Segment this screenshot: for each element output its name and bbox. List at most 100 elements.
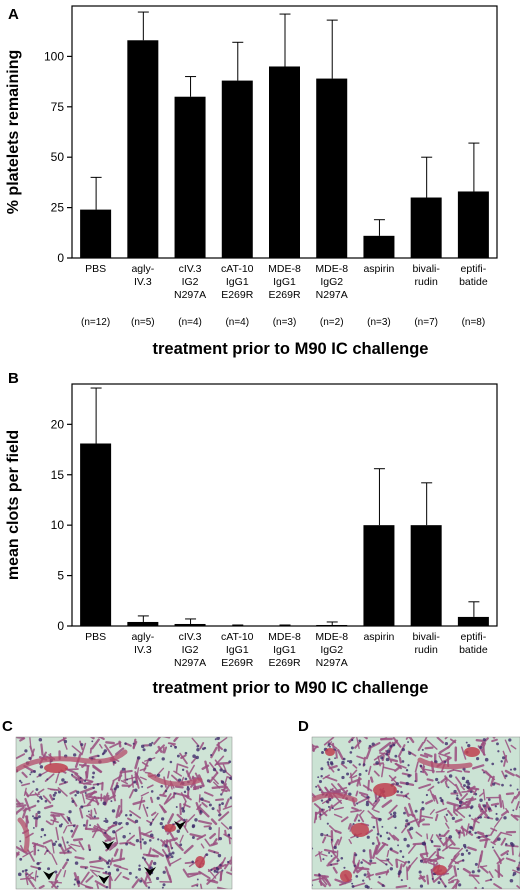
tissue-septum (99, 743, 103, 749)
cell-nucleus (35, 816, 39, 820)
tissue-septum (327, 764, 335, 773)
tissue-septum (158, 804, 167, 813)
tissue-septum (149, 796, 154, 804)
cell-nucleus (66, 858, 69, 862)
tissue-septum (501, 810, 509, 817)
cell-nucleus (444, 760, 447, 764)
cell-nucleus (386, 749, 391, 754)
cell-nucleus (151, 741, 154, 744)
cell-nucleus (140, 744, 145, 749)
cell-nucleus (55, 840, 58, 843)
cell-nucleus (404, 824, 407, 827)
cell-nucleus (107, 859, 111, 863)
tissue-septum (79, 807, 84, 819)
cell-nucleus (156, 773, 161, 778)
tissue-septum (104, 792, 109, 800)
cell-nucleus (327, 805, 330, 808)
tissue-septum (504, 769, 515, 777)
tissue-septum (462, 867, 472, 874)
cell-nucleus (458, 800, 463, 805)
tissue-septum (388, 804, 398, 814)
tissue-septum (375, 857, 388, 866)
cell-nucleus (104, 817, 107, 820)
tissue-septum (21, 771, 28, 778)
tissue-septum (132, 799, 146, 806)
cell-nucleus (143, 857, 147, 861)
tissue-septum (451, 880, 460, 889)
cell-nucleus (186, 787, 190, 791)
cell-nucleus (66, 841, 69, 844)
tissue-septum (323, 737, 335, 746)
cell-nucleus (348, 760, 353, 764)
tissue-septum (109, 844, 118, 851)
tissue-septum (191, 737, 200, 747)
cell-nucleus (37, 810, 41, 814)
bar (457, 616, 489, 626)
tissue-septum (362, 784, 373, 792)
tissue-septum (16, 802, 24, 806)
category-label: aspirin (363, 631, 394, 643)
tissue-septum (395, 858, 399, 868)
tissue-septum (454, 818, 463, 823)
cell-nucleus (72, 824, 76, 828)
tissue-septum (83, 781, 93, 785)
tissue-septum (140, 877, 148, 888)
tissue-septum (204, 791, 214, 797)
cell-nucleus (328, 745, 331, 748)
tissue-septum (461, 746, 467, 760)
bar (269, 66, 300, 258)
arrowhead-icon (174, 821, 186, 830)
cell-nucleus (125, 842, 129, 846)
tissue-septum (448, 875, 455, 882)
tissue-septum (167, 845, 171, 853)
cell-nucleus (405, 819, 409, 823)
tissue-septum (466, 786, 480, 791)
tissue-septum (52, 814, 57, 821)
tissue-septum (322, 836, 327, 844)
cell-nucleus (389, 744, 393, 748)
tissue-septum (42, 795, 52, 804)
tissue-septum (127, 817, 137, 824)
tissue-septum (189, 833, 203, 839)
cell-nucleus (362, 879, 365, 882)
tissue-septum (477, 831, 485, 835)
tissue-septum (426, 739, 438, 750)
tissue-septum (154, 767, 165, 778)
tissue-septum (482, 835, 491, 841)
cell-nucleus (487, 807, 491, 811)
tissue-septum (492, 737, 496, 739)
cell-nucleus (103, 749, 107, 753)
cell-nucleus (181, 768, 185, 772)
tissue-septum (375, 870, 390, 876)
cell-nucleus (471, 870, 475, 874)
cell-nucleus (368, 744, 372, 748)
cell-nucleus (40, 835, 43, 838)
cell-nucleus (483, 771, 485, 774)
tissue-septum (313, 873, 329, 878)
tissue-septum (213, 781, 221, 789)
tissue-septum (45, 820, 52, 826)
cell-nucleus (358, 773, 362, 776)
cell-nucleus (52, 797, 56, 801)
tissue-septum (84, 827, 96, 831)
tissue-septum (117, 769, 123, 782)
tissue-septum (450, 858, 459, 865)
blood-pool (340, 870, 352, 882)
blood-pool (464, 747, 480, 757)
tissue-septum (358, 814, 365, 823)
cell-nucleus (330, 838, 333, 841)
cell-nucleus (76, 880, 81, 884)
cell-nucleus (175, 805, 178, 808)
tissue-septum (187, 872, 202, 876)
tissue-septum (98, 737, 105, 740)
cell-nucleus (124, 742, 127, 745)
cell-nucleus (104, 831, 107, 834)
cell-nucleus (439, 837, 442, 840)
tissue-septum (465, 797, 474, 801)
cell-nucleus (444, 885, 447, 888)
cell-nucleus (440, 799, 444, 803)
cell-nucleus (439, 878, 442, 880)
tissue-septum (38, 884, 45, 889)
tissue-septum (118, 740, 122, 748)
bar (316, 624, 348, 626)
